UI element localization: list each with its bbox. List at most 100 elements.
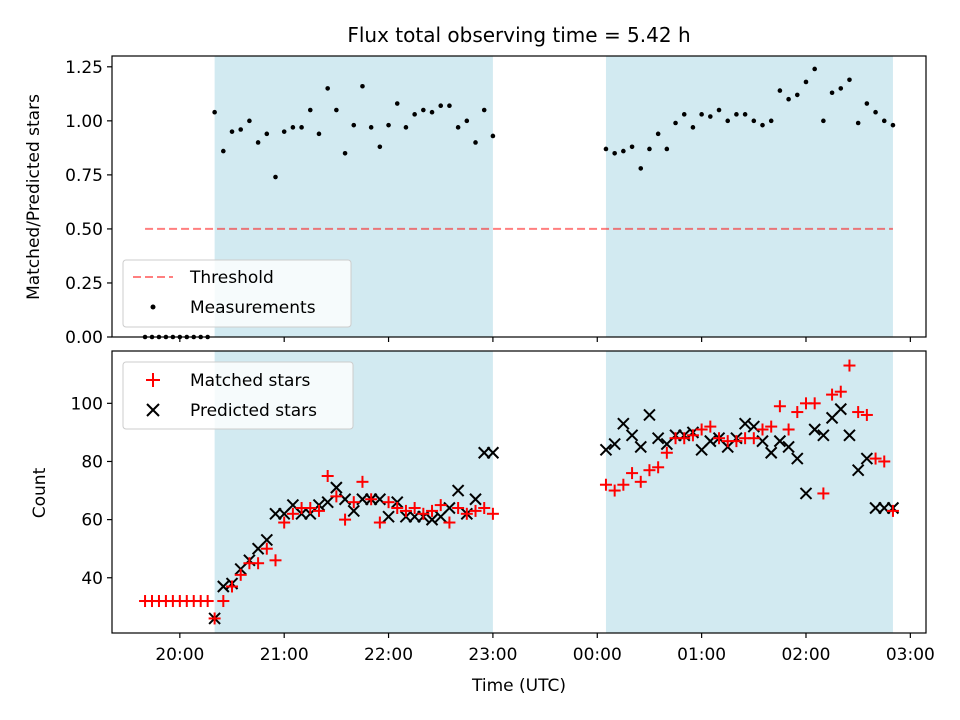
top-plot-frame (111, 55, 927, 338)
predicted-star-point (382, 510, 395, 523)
matched-star-point (843, 359, 856, 372)
matched-star-point (312, 504, 325, 517)
measurement-point (647, 146, 652, 152)
measurement-point (429, 109, 435, 115)
matched-star-point (860, 408, 873, 421)
measurement-point (629, 144, 635, 150)
measurement-point (255, 140, 261, 145)
predicted-star-point (764, 446, 778, 459)
top-y-tick-label: 1.25 (65, 58, 103, 78)
matched-star-point (347, 496, 360, 509)
matched-star-point (747, 432, 760, 445)
measurement-point (664, 146, 670, 152)
matched-star-point (634, 475, 647, 488)
measurement-point (873, 109, 878, 115)
predicted-star-point (469, 493, 482, 506)
measurement-point (681, 112, 687, 117)
measurement-point (368, 125, 374, 130)
legend-measurements-label: Measurements (190, 298, 316, 318)
matched-star-point (626, 467, 639, 480)
measurement-point (655, 131, 661, 137)
matched-star-point (391, 501, 404, 514)
bottom-y-tick-label: 100 (71, 394, 103, 414)
matched-star-point (278, 516, 291, 529)
top-y-tick-label: 0.25 (65, 274, 103, 294)
matched-star-point (208, 612, 221, 625)
measurement-point (751, 118, 757, 124)
measurement-point (490, 133, 496, 139)
measurement-point (855, 120, 861, 126)
bottom-legend-frame (122, 361, 354, 430)
predicted-star-point (860, 452, 874, 465)
legend-measurements-swatch (150, 304, 156, 310)
measurement-point (438, 103, 444, 109)
legend-matched-swatch (146, 373, 160, 387)
matched-star-point (373, 516, 386, 529)
predicted-star-point (330, 481, 343, 494)
legend-matched-label: Matched stars (190, 371, 310, 391)
matched-star-point (478, 501, 491, 514)
measurement-point (307, 107, 313, 113)
top-y-tick-label: 0.75 (65, 166, 103, 186)
matched-star-point (201, 595, 214, 608)
measurement-point (247, 118, 252, 124)
predicted-star-point (451, 484, 465, 497)
predicted-star-point (321, 495, 334, 509)
matched-star-point (678, 432, 691, 445)
matched-star-point (730, 435, 743, 448)
matched-star-point (704, 420, 717, 433)
x-tick-label: 23:00 (468, 645, 517, 665)
measurement-point (847, 77, 852, 83)
measurement-points (142, 66, 896, 340)
measurement-point (777, 88, 783, 93)
matched-star-point (886, 504, 899, 517)
measurement-point (473, 140, 478, 145)
predicted-star-point (808, 423, 821, 436)
x-tick-label: 22:00 (364, 645, 413, 665)
top-y-tick-label: 0.00 (65, 328, 103, 348)
measurement-point (716, 107, 722, 113)
measurement-point (864, 101, 870, 106)
bottom-y-axis-label: Count (30, 467, 50, 518)
measurement-point (264, 131, 270, 137)
bottom-panel: 40 60 80 100 20:00 21:00 22:00 23:00 00:00 01:00… (30, 350, 935, 696)
measurement-point (212, 109, 217, 115)
predicted-star-point (643, 408, 656, 422)
measurement-point (394, 101, 400, 106)
x-axis-label: Time (UTC) (471, 676, 566, 696)
matched-star-point (339, 513, 352, 526)
matched-star-point (286, 507, 299, 520)
predicted-star-point (773, 434, 787, 448)
predicted-star-point (617, 417, 630, 430)
measurement-point (403, 125, 409, 130)
legend-threshold-label: Threshold (189, 268, 274, 288)
measurement-point (621, 148, 626, 154)
measurement-point (481, 107, 487, 113)
measurement-point (725, 118, 731, 124)
predicted-star-point (851, 463, 865, 477)
x-tick-label: 20:00 (155, 645, 204, 665)
matched-star-point (330, 490, 343, 503)
measurement-point (821, 118, 826, 124)
measurement-point (221, 148, 226, 154)
matched-star-point (269, 554, 282, 567)
matched-star-point (782, 423, 795, 436)
matched-star-point (260, 542, 273, 555)
measurement-point (342, 150, 348, 156)
legend-predicted-label: Predicted stars (190, 401, 317, 421)
matched-star-point (765, 420, 778, 433)
matched-star-point (356, 475, 369, 488)
top-x-ticks (179, 337, 911, 342)
predicted-star-point (834, 402, 847, 416)
matched-star-point (713, 432, 726, 445)
measurement-point (603, 146, 609, 152)
matched-star-point (643, 464, 656, 477)
matched-star-point (469, 504, 482, 517)
measurement-point (838, 86, 844, 91)
bottom-y-ticks: 40 60 80 100 (71, 394, 112, 589)
top-shaded-interval-1 (605, 56, 893, 337)
predicted-star-point (791, 452, 804, 465)
matched-star-point (226, 580, 239, 593)
measurement-point (812, 66, 817, 72)
